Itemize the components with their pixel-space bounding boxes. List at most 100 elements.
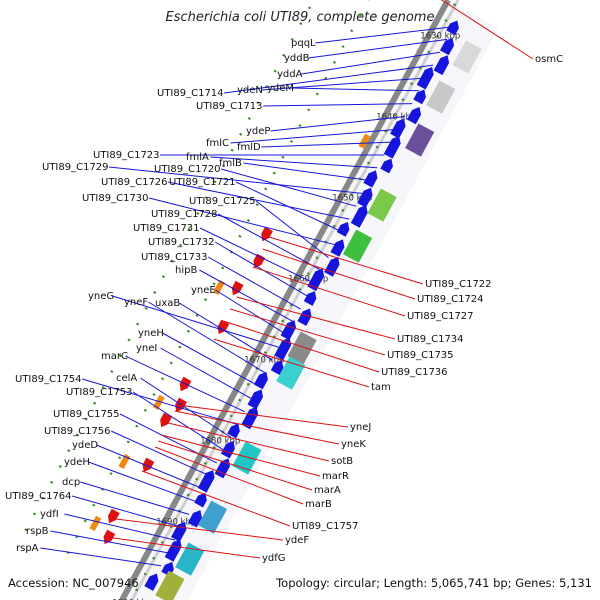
forward-gene-shape (197, 470, 215, 493)
feature-block (175, 542, 205, 576)
reverse-gene (142, 457, 155, 473)
forward-leader-line (270, 115, 406, 132)
forward-leader-line (40, 547, 162, 567)
reverse-gene-shape (261, 226, 273, 242)
forward-gene (220, 441, 235, 459)
forward-gene-shape (413, 89, 426, 105)
reverse-gene-label: marB (305, 499, 332, 510)
forward-gene-shape (303, 291, 317, 306)
reverse-leader-line (440, 0, 534, 60)
reverse-gene (160, 412, 172, 428)
reverse-gene-label: yneJ (350, 422, 371, 433)
forward-gene-label: UTI89_C1764 (5, 491, 72, 502)
forward-gene-label: pqqL (291, 38, 316, 49)
forward-gene-shape (270, 360, 284, 375)
forward-leader-line (50, 530, 169, 554)
forward-gene-label: dcp (62, 477, 80, 488)
forward-gene (439, 37, 455, 56)
feature-orange-rect (213, 279, 225, 296)
forward-gene (270, 360, 284, 375)
feature-orange-rect (358, 133, 371, 149)
forward-gene-label: marC (101, 351, 128, 362)
reverse-leader-line (229, 308, 386, 356)
forward-leader-line (148, 197, 336, 246)
reverse-leader-line (161, 434, 321, 477)
forward-gene (303, 291, 317, 306)
forward-gene (171, 521, 187, 542)
forward-gene (330, 239, 345, 257)
reverse-gene-label: tam (371, 382, 391, 393)
feature-block (426, 80, 456, 114)
reverse-gene-label: UTI89_C1757 (292, 521, 359, 532)
reverse-gene-shape (160, 412, 172, 428)
feature-block-rect (452, 40, 482, 74)
forward-gene-shape (350, 205, 368, 228)
forward-leader-line (217, 213, 322, 271)
forward-leader-line (263, 103, 413, 107)
reverse-gene-label: ydeF (285, 535, 309, 546)
reverse-leader-line (158, 440, 313, 491)
reverse-gene-shape (217, 319, 230, 335)
forward-leader-line (261, 77, 427, 91)
ruler-label: 1690 kbp (156, 518, 196, 528)
forward-gene (241, 406, 259, 430)
forward-gene-label: yneI (136, 343, 157, 354)
feature-orange (358, 133, 371, 149)
forward-leader-line (167, 181, 350, 220)
forward-gene (350, 205, 368, 228)
forward-leader-line (291, 87, 420, 92)
forward-gene-label: yneG (88, 291, 114, 302)
forward-gene-label: ydeH (64, 457, 90, 468)
forward-gene-shape (383, 135, 401, 159)
feature-block-rect (342, 229, 373, 263)
figure-title: Escherichia coli UTI89, complete genome (165, 10, 435, 25)
reverse-gene (253, 253, 266, 269)
forward-gene-label: yddA (277, 69, 303, 80)
forward-gene-label: ydeD (72, 440, 98, 451)
forward-gene (187, 510, 202, 528)
reverse-gene-label: UTI89_C1727 (407, 311, 474, 322)
ruler-label: 1700 kbp (112, 599, 152, 600)
forward-gene-label: UTI89_C1721 (169, 177, 236, 188)
forward-gene-shape (324, 256, 340, 277)
feature-block-rect (367, 188, 397, 222)
forward-gene-shape (380, 158, 393, 174)
forward-gene-label: UTI89_C1723 (93, 150, 160, 161)
reverse-leader-line (269, 236, 424, 285)
feature-block (197, 500, 228, 534)
feature-orange (213, 279, 225, 296)
forward-gene-label: UTI89_C1730 (82, 193, 149, 204)
forward-gene-label: UTI89_C1713 (196, 101, 263, 112)
reverse-gene-label: osmC (535, 54, 563, 65)
forward-gene-label: rspA (16, 543, 39, 554)
forward-gene-label: rspB (26, 526, 49, 537)
forward-gene-label: yneE (191, 285, 216, 296)
forward-gene-shape (336, 222, 350, 237)
forward-leader-line (112, 295, 280, 349)
feature-block (232, 441, 262, 475)
forward-gene-label: fmlA (186, 152, 209, 163)
feature-block (405, 123, 435, 157)
forward-gene-label: yddB (284, 53, 310, 64)
forward-gene-label: UTI89_C1726 (101, 177, 168, 188)
reverse-gene (217, 319, 230, 335)
reverse-leader-line (177, 404, 349, 428)
reverse-gene-shape (253, 253, 266, 269)
forward-gene-label: UTI89_C1733 (141, 252, 208, 263)
forward-gene (363, 170, 378, 188)
forward-leader-line (88, 461, 197, 503)
reverse-leader-line (236, 296, 396, 340)
forward-gene-label: UTI89_C1732 (148, 237, 215, 248)
forward-gene (214, 458, 231, 479)
forward-leader-line (214, 241, 308, 297)
forward-gene-label: UTI89_C1720 (154, 164, 221, 175)
feature-orange-rect (89, 515, 102, 531)
forward-leader-line (224, 64, 434, 94)
forward-gene-shape (227, 423, 240, 439)
forward-leader-line (80, 481, 190, 515)
reverse-leader-line (213, 338, 370, 388)
reverse-gene-shape (179, 376, 192, 392)
genome-summary: Topology: circular; Length: 5,065,741 bp… (276, 576, 592, 590)
feature-block (452, 40, 482, 74)
reverse-gene-label: yneK (341, 439, 366, 450)
